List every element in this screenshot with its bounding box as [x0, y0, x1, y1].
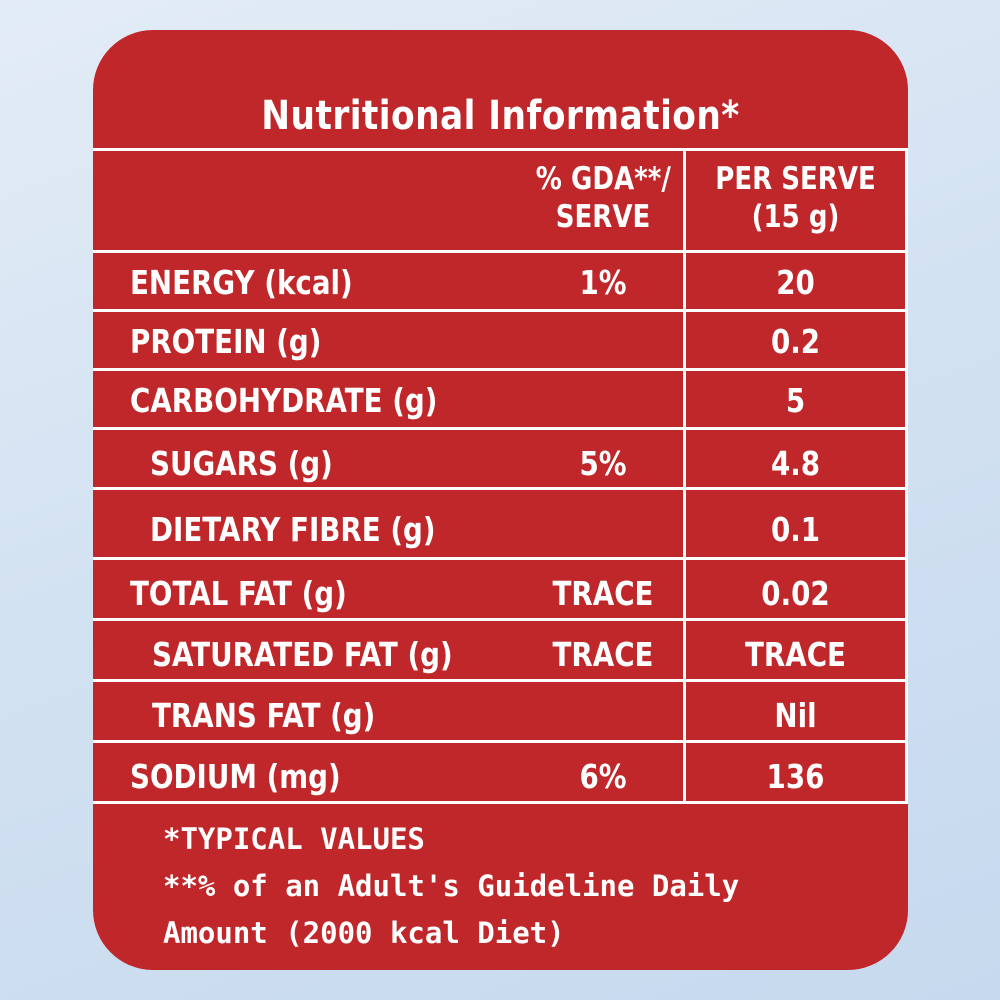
header-per-serve-line1: PER SERVE — [715, 161, 876, 197]
per-serve-value: Nil — [774, 696, 817, 735]
divider-row — [93, 309, 908, 312]
header-per-serve-line2: (15 g) — [751, 199, 840, 235]
divider-header-top — [93, 148, 908, 151]
nutrient-label: CARBOHYDRATE (g) — [130, 381, 438, 420]
gda-value: 6% — [579, 757, 627, 796]
divider-header-bottom — [93, 250, 908, 253]
per-serve-value: 0.2 — [770, 322, 821, 361]
nutrient-label: SODIUM (mg) — [130, 757, 341, 796]
divider-row — [93, 618, 908, 621]
footnote-gda-amount: Amount (2000 kcal Diet) — [163, 916, 565, 950]
nutrient-label: TOTAL FAT (g) — [130, 574, 347, 613]
divider-row — [93, 679, 908, 682]
gda-value: TRACE — [552, 574, 654, 613]
column-divider — [683, 148, 686, 804]
gda-value: TRACE — [552, 635, 654, 674]
nutrient-label: TRANS FAT (g) — [152, 696, 376, 735]
divider-row — [93, 368, 908, 371]
divider-row — [93, 427, 908, 430]
nutrition-panel: Nutritional Information* % GDA**/ SERVE … — [93, 30, 908, 970]
divider-row — [93, 557, 908, 560]
divider-row — [93, 487, 908, 490]
nutrient-label: PROTEIN (g) — [130, 322, 322, 361]
footnote-typical-values: *TYPICAL VALUES — [163, 822, 425, 856]
nutrient-label: DIETARY FIBRE (g) — [150, 510, 436, 549]
per-serve-value: 0.02 — [761, 574, 830, 613]
per-serve-value: 136 — [766, 757, 825, 796]
per-serve-value: 5 — [785, 381, 806, 420]
per-serve-value: TRACE — [744, 635, 846, 674]
per-serve-value: 20 — [776, 263, 815, 302]
footnote-gda-definition: **% of an Adult's Guideline Daily — [163, 869, 740, 903]
panel-title: Nutritional Information* — [261, 93, 740, 139]
header-gda-line1: % GDA**/ — [535, 161, 671, 197]
gda-value: 1% — [579, 263, 627, 302]
nutrient-label: SATURATED FAT (g) — [152, 635, 453, 674]
gda-value: 5% — [579, 444, 627, 483]
header-gda-line2: SERVE — [555, 199, 651, 235]
divider-table-bottom — [93, 801, 908, 804]
divider-row — [93, 740, 908, 743]
nutrient-label: ENERGY (kcal) — [130, 263, 353, 302]
per-serve-value: 4.8 — [770, 444, 821, 483]
column-divider-right — [905, 148, 908, 804]
nutrient-label: SUGARS (g) — [150, 444, 333, 483]
per-serve-value: 0.1 — [770, 510, 821, 549]
